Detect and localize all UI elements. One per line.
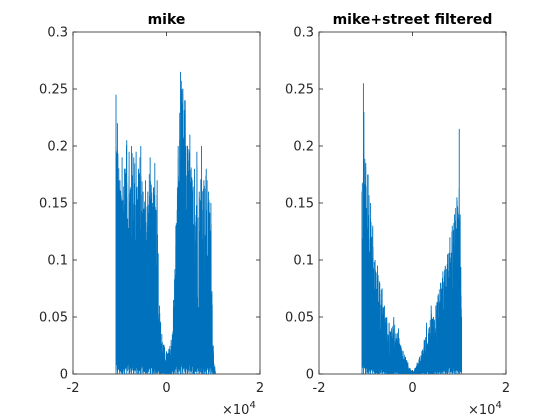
- y-tick-label: 0.15: [285, 197, 314, 212]
- y-tick-label: 0.05: [39, 311, 68, 326]
- y-tick-label: 0.3: [47, 26, 68, 41]
- series-line: [115, 71, 216, 374]
- x-tick-label: 2: [502, 381, 510, 396]
- y-tick-label: 0.05: [285, 311, 314, 326]
- y-tick-label: 0.25: [285, 83, 314, 98]
- y-tick-label: 0.1: [47, 254, 68, 269]
- y-tick-label: 0: [306, 368, 314, 383]
- y-tick-label: 0.25: [39, 83, 68, 98]
- chart-title: mike: [148, 12, 186, 28]
- x-tick-label: -2: [67, 381, 80, 396]
- subplot-2: 00.050.10.150.20.250.3-2 0 2×104mike+stree…: [285, 12, 510, 418]
- y-tick-label: 0.1: [293, 254, 314, 269]
- y-tick-label: 0.2: [47, 140, 68, 155]
- y-tick-label: 0.2: [293, 140, 314, 155]
- y-tick-label: 0: [60, 368, 68, 383]
- x-tick-label: 0: [162, 381, 170, 396]
- x-tick-label: 0: [408, 381, 416, 396]
- x-axis-multiplier: ×104: [468, 400, 502, 418]
- chart-title: mike+street filtered: [333, 12, 493, 28]
- x-tick-label: -2: [313, 381, 326, 396]
- y-tick-label: 0.15: [39, 197, 68, 212]
- x-axis-multiplier: ×104: [222, 400, 256, 418]
- series-line: [361, 83, 463, 374]
- y-tick-label: 0.3: [293, 26, 314, 41]
- x-tick-label: 2: [256, 381, 264, 396]
